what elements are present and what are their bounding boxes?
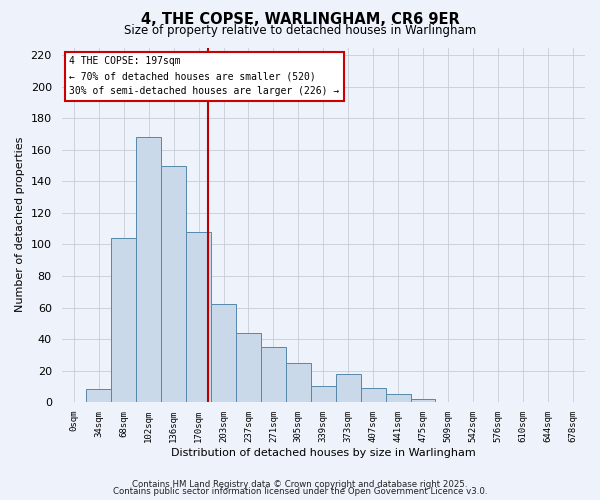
Bar	[161, 166, 186, 402]
Bar	[186, 232, 211, 402]
Bar	[410, 399, 436, 402]
Bar	[86, 390, 112, 402]
Bar	[211, 304, 236, 402]
X-axis label: Distribution of detached houses by size in Warlingham: Distribution of detached houses by size …	[171, 448, 476, 458]
Text: Contains HM Land Registry data © Crown copyright and database right 2025.: Contains HM Land Registry data © Crown c…	[132, 480, 468, 489]
Bar	[136, 138, 161, 402]
Bar	[386, 394, 410, 402]
Bar	[112, 238, 136, 402]
Bar	[286, 362, 311, 402]
Bar	[361, 388, 386, 402]
Bar	[236, 332, 261, 402]
Text: 4, THE COPSE, WARLINGHAM, CR6 9ER: 4, THE COPSE, WARLINGHAM, CR6 9ER	[140, 12, 460, 28]
Bar	[336, 374, 361, 402]
Bar	[261, 347, 286, 402]
Text: Contains public sector information licensed under the Open Government Licence v3: Contains public sector information licen…	[113, 487, 487, 496]
Bar	[311, 386, 336, 402]
Text: Size of property relative to detached houses in Warlingham: Size of property relative to detached ho…	[124, 24, 476, 37]
Text: 4 THE COPSE: 197sqm
← 70% of detached houses are smaller (520)
30% of semi-detac: 4 THE COPSE: 197sqm ← 70% of detached ho…	[70, 56, 340, 96]
Y-axis label: Number of detached properties: Number of detached properties	[15, 137, 25, 312]
